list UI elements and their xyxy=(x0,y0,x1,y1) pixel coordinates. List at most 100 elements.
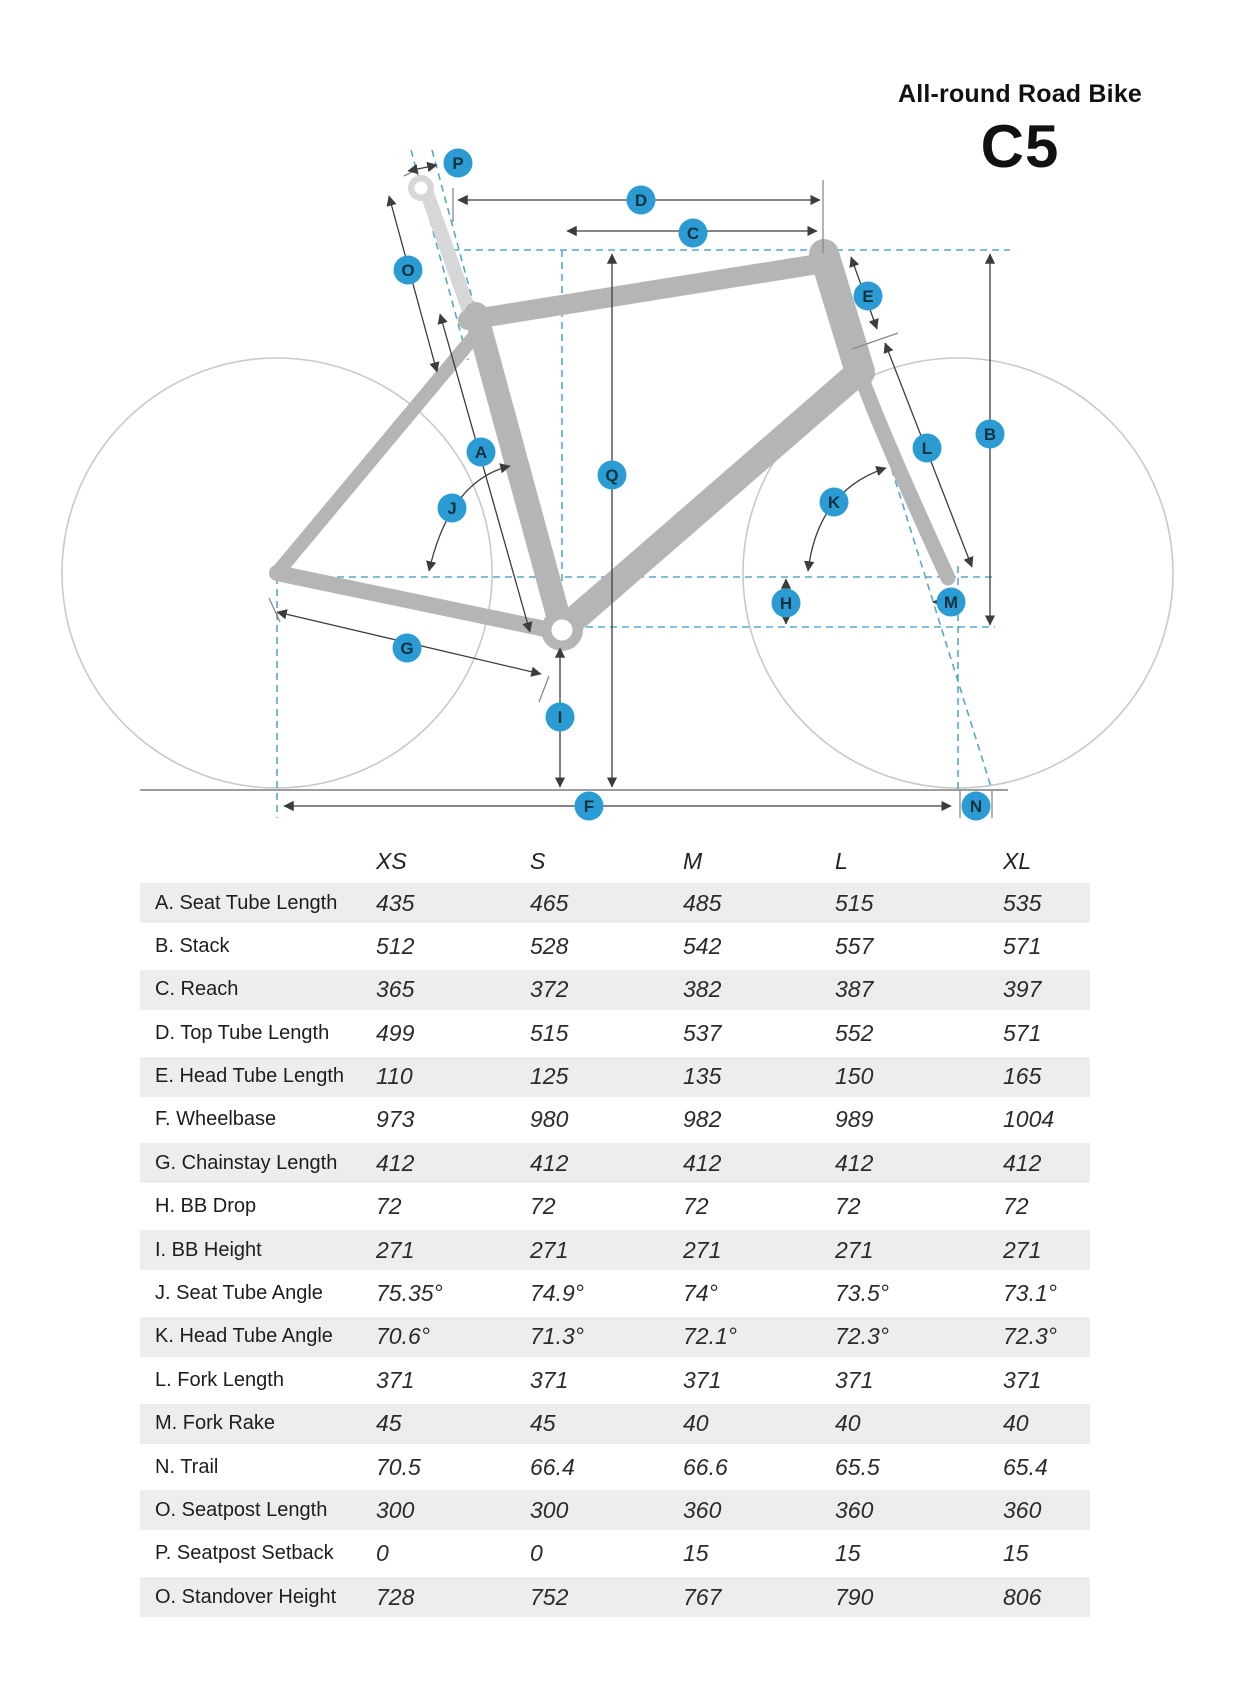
row-value: 515 xyxy=(530,1019,569,1046)
row-value: 767 xyxy=(683,1583,722,1610)
table-row: O. Standover Height 728 752 767 790 806 xyxy=(140,1577,1090,1618)
row-value: 70.5 xyxy=(376,1453,421,1480)
row-value: 728 xyxy=(376,1583,415,1610)
marker-letter-K: K xyxy=(828,493,841,512)
row-value: 110 xyxy=(376,1063,413,1090)
dimension-markers: A B C D E F G H I J K L M N O P Q xyxy=(392,148,1005,821)
size-header-L: L xyxy=(835,848,848,874)
marker-letter-P: P xyxy=(452,154,463,173)
row-label: B. Stack xyxy=(155,934,230,957)
row-value: 72.3° xyxy=(835,1323,889,1350)
dimension-marker-C: C xyxy=(678,218,708,248)
row-value: 360 xyxy=(835,1496,874,1523)
row-value: 372 xyxy=(530,976,569,1003)
head-tube xyxy=(809,239,875,387)
table-body: A. Seat Tube Length 435 465 485 515 535 B. Sta… xyxy=(140,883,1090,1618)
row-value: 70.6° xyxy=(376,1323,430,1350)
row-label: F. Wheelbase xyxy=(155,1108,277,1131)
row-value: 72 xyxy=(835,1193,861,1220)
row-value: 397 xyxy=(1003,976,1042,1003)
size-header-S: S xyxy=(530,848,546,874)
marker-circle-K xyxy=(819,487,849,517)
table-row: D. Top Tube Length 499 515 537 552 571 xyxy=(140,1013,1090,1053)
marker-circle-Q xyxy=(597,460,627,490)
marker-letter-D: D xyxy=(635,191,647,210)
title-block: All-round Road Bike C5 xyxy=(897,80,1143,177)
row-value: 271 xyxy=(376,1236,415,1263)
marker-circle-B xyxy=(975,419,1005,449)
table-row: L. Fork Length 371 371 371 371 371 xyxy=(140,1360,1090,1400)
row-value: 371 xyxy=(376,1366,415,1393)
row-label: M. Fork Rake xyxy=(155,1412,276,1435)
marker-letter-I: I xyxy=(558,708,563,727)
row-value: 45 xyxy=(530,1410,556,1437)
row-value: 73.5° xyxy=(835,1280,889,1307)
table-row: F. Wheelbase 973 980 982 989 1004 xyxy=(140,1100,1090,1140)
dimension-lines xyxy=(276,161,996,812)
table-row: J. Seat Tube Angle 75.35° 74.9° 74° 73.5° 73.… xyxy=(140,1274,1090,1314)
row-value: 71.3° xyxy=(530,1323,584,1350)
marker-circle-H xyxy=(771,588,801,618)
row-value: 135 xyxy=(683,1063,722,1090)
marker-circle-C xyxy=(678,218,708,248)
row-label: E. Head Tube Length xyxy=(155,1065,345,1088)
marker-letter-Q: Q xyxy=(605,466,618,485)
dimension-marker-D: D xyxy=(626,185,656,215)
row-value: 528 xyxy=(530,932,569,959)
row-value: 552 xyxy=(835,1019,874,1046)
row-value: 371 xyxy=(530,1366,569,1393)
table-row: C. Reach 365 372 382 387 397 xyxy=(140,969,1090,1010)
row-value: 0 xyxy=(530,1540,543,1567)
dimension-marker-M: M xyxy=(936,587,966,617)
row-value: 72.3° xyxy=(1003,1323,1057,1350)
row-value: 40 xyxy=(1003,1410,1029,1437)
dimension-marker-B: B xyxy=(975,419,1005,449)
row-value: 0 xyxy=(376,1540,389,1567)
top-tube xyxy=(458,254,828,330)
seatpost xyxy=(421,189,480,329)
marker-letter-N: N xyxy=(970,797,982,816)
marker-letter-A: A xyxy=(475,443,487,462)
size-header-XL: XL xyxy=(1003,848,1032,874)
table-row: A. Seat Tube Length 435 465 485 515 535 xyxy=(140,883,1090,923)
row-value: 412 xyxy=(376,1149,415,1176)
table-row: M. Fork Rake 45 45 40 40 40 xyxy=(140,1403,1090,1444)
row-value: 499 xyxy=(376,1019,415,1046)
marker-letter-L: L xyxy=(922,439,932,458)
row-value: 15 xyxy=(1003,1540,1029,1567)
row-value: 515 xyxy=(835,889,874,916)
table-row: I. BB Height 271 271 271 271 271 xyxy=(140,1230,1090,1271)
marker-circle-L xyxy=(912,433,942,463)
dim-line-O xyxy=(386,195,440,373)
dimension-marker-I: I xyxy=(545,702,575,732)
row-value: 74.9° xyxy=(530,1280,584,1307)
dim-arc-K xyxy=(804,466,887,572)
row-value: 271 xyxy=(1003,1236,1042,1263)
marker-circle-G xyxy=(392,633,422,663)
row-value: 66.4 xyxy=(530,1453,575,1480)
row-label: C. Reach xyxy=(155,978,239,1001)
table-header-row: XS S M L XL xyxy=(140,838,1090,879)
bike-frame-geometry-diagram: A B C D E F G H I J K L M N O P Q xyxy=(61,148,1174,821)
dimension-marker-Q: Q xyxy=(597,460,627,490)
dimension-marker-O: O xyxy=(393,255,423,285)
row-value: 465 xyxy=(530,889,569,916)
dimension-marker-P: P xyxy=(443,148,473,178)
row-value: 271 xyxy=(683,1236,722,1263)
marker-circle-F xyxy=(574,791,604,821)
bottom-bracket-hole xyxy=(551,619,573,641)
row-label: P. Seatpost Setback xyxy=(155,1542,334,1565)
seat-tube xyxy=(464,302,574,642)
marker-circle-I xyxy=(545,702,575,732)
size-header-XS: XS xyxy=(376,848,407,874)
row-value: 989 xyxy=(835,1106,874,1133)
row-value: 512 xyxy=(376,932,415,959)
down-tube xyxy=(549,365,865,643)
row-value: 300 xyxy=(530,1496,569,1523)
row-label: D. Top Tube Length xyxy=(155,1021,330,1044)
table-row: N. Trail 70.5 66.4 66.6 65.5 65.4 xyxy=(140,1447,1090,1487)
geometry-table: XS S M L XL A. Seat Tube Length 435 465 485 515 5… xyxy=(140,838,1090,1621)
row-value: 412 xyxy=(1003,1149,1042,1176)
row-value: 537 xyxy=(683,1019,722,1046)
marker-circle-E xyxy=(853,281,883,311)
